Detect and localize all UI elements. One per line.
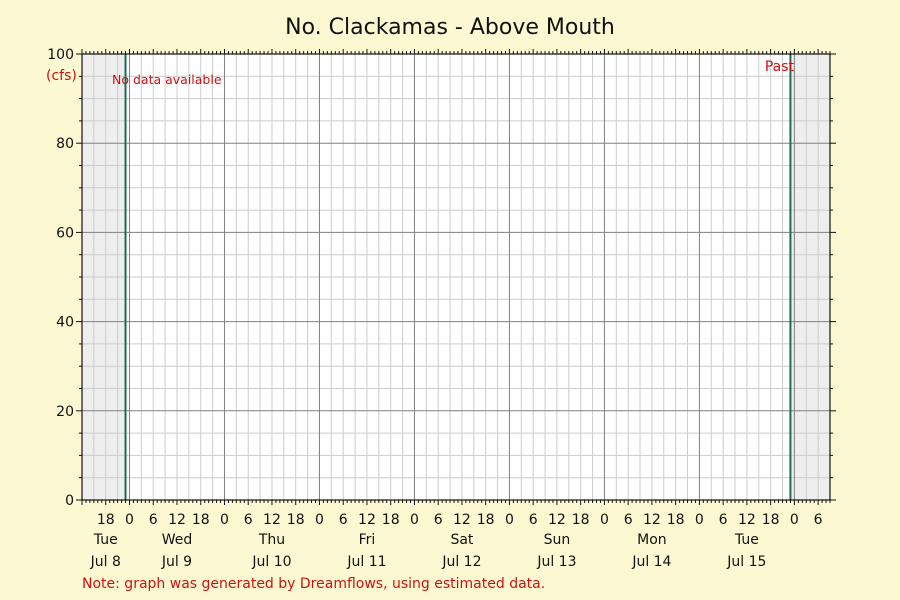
- x-axis-day-labels: Tue Jul 8 Wed Jul 9 Thu Jul 10 Fri Jul 11 Sat Jul…: [90, 532, 767, 570]
- x-hour-label: 18: [192, 512, 210, 528]
- day-weekday-label: Tue: [93, 532, 118, 548]
- x-hour-label: 18: [382, 512, 400, 528]
- day-weekday-label: Thu: [258, 532, 285, 548]
- chart-title: No. Clackamas - Above Mouth: [285, 15, 615, 40]
- x-hour-label: 12: [738, 512, 756, 528]
- x-hour-label: 0: [505, 512, 514, 528]
- day-weekday-label: Sun: [544, 532, 571, 548]
- x-hour-label: 18: [667, 512, 685, 528]
- day-date-label: Jul 9: [161, 554, 192, 570]
- x-hour-label: 12: [168, 512, 186, 528]
- x-hour-label: 0: [695, 512, 704, 528]
- x-hour-label: 0: [600, 512, 609, 528]
- x-hour-label: 18: [762, 512, 780, 528]
- x-hour-label: 6: [814, 512, 823, 528]
- x-hour-label: 6: [244, 512, 253, 528]
- plot-area: [76, 49, 836, 505]
- axis-ticks: [76, 49, 836, 505]
- x-hour-label: 18: [287, 512, 305, 528]
- x-hour-label: 0: [410, 512, 419, 528]
- y-tick-label: 40: [56, 315, 74, 331]
- x-axis-hour-labels: 18 0 6 12 18 0 6 12 18 0 6 12 18 0 6 12 18 0 6 12 18 0 6 12 18 0 6…: [97, 512, 823, 528]
- y-axis-tick-labels: 0 20 40 60 80 100: [47, 47, 74, 509]
- day-date-label: Jul 12: [441, 554, 481, 570]
- x-hour-label: 6: [719, 512, 728, 528]
- day-date-label: Jul 15: [726, 554, 766, 570]
- x-hour-label: 6: [339, 512, 348, 528]
- day-date-label: Jul 13: [536, 554, 576, 570]
- minor-gridlines: [81, 54, 831, 500]
- x-hour-label: 12: [358, 512, 376, 528]
- x-hour-label: 6: [149, 512, 158, 528]
- x-hour-label: 12: [643, 512, 661, 528]
- x-hour-label: 6: [624, 512, 633, 528]
- x-hour-label: 6: [529, 512, 538, 528]
- y-tick-label: 60: [56, 225, 74, 241]
- x-hour-label: 0: [220, 512, 229, 528]
- day-weekday-label: Mon: [637, 532, 667, 548]
- day-date-label: Jul 14: [631, 554, 671, 570]
- x-hour-label: 12: [548, 512, 566, 528]
- x-hour-label: 0: [125, 512, 134, 528]
- past-annotation: Past: [765, 59, 795, 75]
- day-weekday-label: Wed: [162, 532, 193, 548]
- y-tick-label: 100: [47, 47, 74, 63]
- x-hour-label: 0: [790, 512, 799, 528]
- x-hour-label: 6: [434, 512, 443, 528]
- y-tick-label: 20: [56, 404, 74, 420]
- day-date-label: Jul 10: [251, 554, 291, 570]
- y-tick-label: 80: [56, 136, 74, 152]
- footer-note: Note: graph was generated by Dreamflows,…: [82, 576, 545, 592]
- x-hour-label: 0: [315, 512, 324, 528]
- x-hour-label: 18: [477, 512, 495, 528]
- day-weekday-label: Fri: [359, 532, 376, 548]
- day-weekday-label: Sat: [450, 532, 473, 548]
- day-date-label: Jul 8: [90, 554, 121, 570]
- x-hour-label: 12: [263, 512, 281, 528]
- day-date-label: Jul 11: [346, 554, 386, 570]
- x-hour-label: 18: [572, 512, 590, 528]
- y-tick-label: 0: [65, 493, 74, 509]
- y-axis-unit-label: (cfs): [46, 68, 77, 84]
- day-weekday-label: Tue: [734, 532, 759, 548]
- x-hour-label: 12: [453, 512, 471, 528]
- no-data-annotation: No data available: [112, 72, 222, 87]
- marker-lines: [124, 54, 792, 500]
- x-hour-label: 18: [97, 512, 115, 528]
